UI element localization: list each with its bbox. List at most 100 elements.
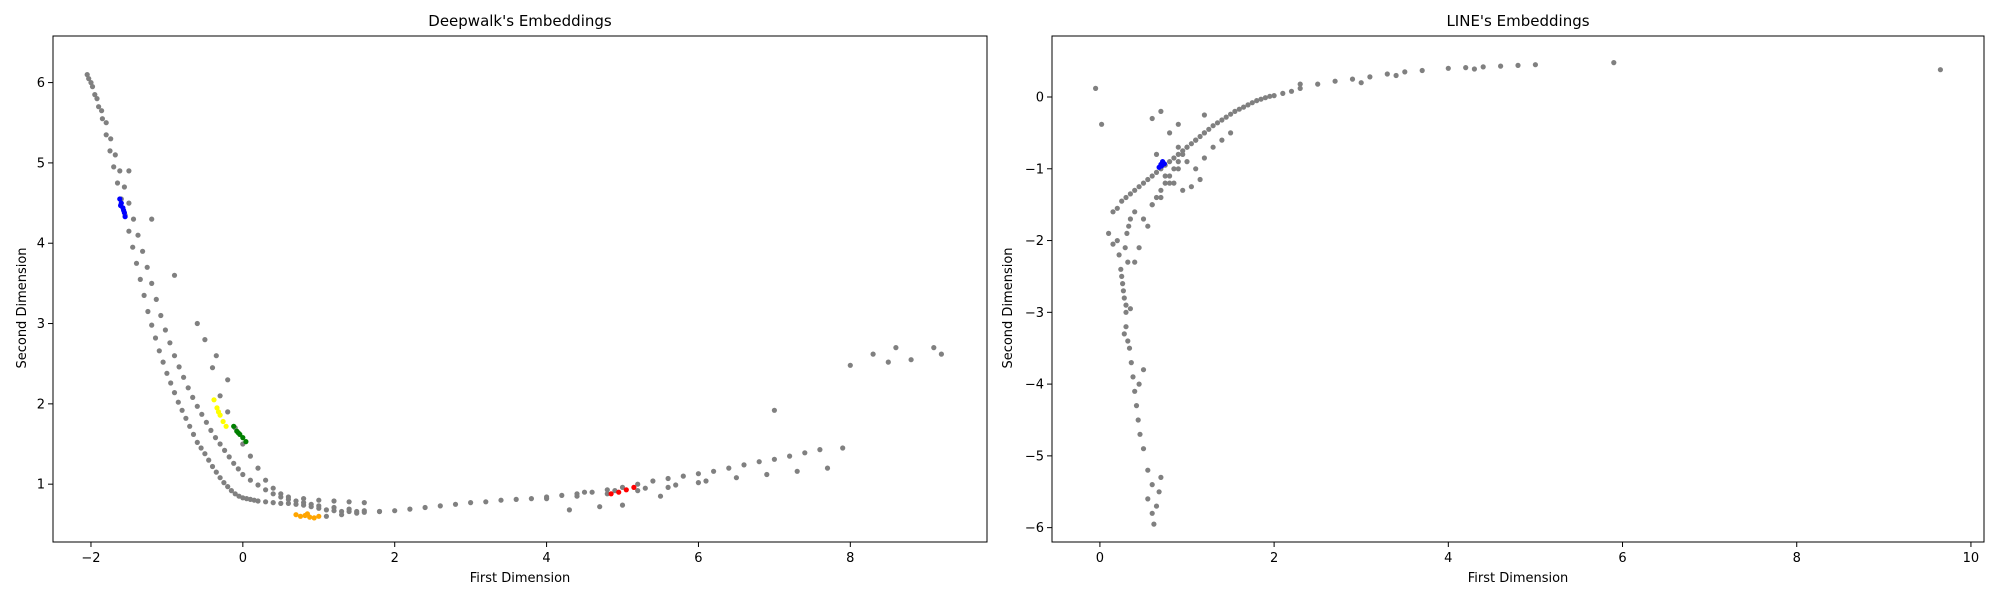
scatter-point: [908, 357, 914, 363]
scatter-point: [209, 463, 216, 470]
scatter-point: [1175, 159, 1181, 165]
y-tick-label: 6: [37, 76, 45, 91]
scatter-point: [99, 116, 105, 122]
scatter-point: [665, 484, 671, 490]
scatter-point: [787, 453, 793, 459]
deepwalk-plot: Deepwalk's Embeddings First Dimension Se…: [15, 12, 988, 586]
scatter-point: [126, 168, 132, 174]
scatter-point: [376, 508, 383, 515]
scatter-point: [217, 441, 223, 447]
scatter-point: [1153, 194, 1160, 201]
scatter-point: [1153, 503, 1160, 509]
x-tick-label: 0: [239, 551, 247, 566]
scatter-point: [604, 491, 610, 497]
scatter-point: [1236, 106, 1242, 112]
scatter-point: [631, 484, 637, 490]
scatter-point: [144, 264, 150, 270]
scatter-point: [1127, 306, 1133, 312]
scatter-point: [153, 296, 159, 302]
scatter-point: [840, 445, 846, 451]
scatter-point: [1149, 173, 1155, 179]
scatter-point: [217, 475, 223, 481]
scatter-point: [1145, 467, 1151, 473]
scatter-point: [206, 457, 212, 463]
scatter-point: [121, 207, 127, 213]
scatter-point: [126, 200, 132, 206]
scatter-point: [190, 431, 197, 437]
scatter-point: [650, 478, 656, 484]
scatter-point: [225, 377, 231, 383]
scatter-point: [1197, 176, 1203, 183]
scatter-point: [1126, 223, 1132, 229]
scatter-points: [84, 72, 945, 521]
scatter-point: [346, 506, 352, 512]
scatter-point: [1120, 281, 1126, 287]
scatter-point: [1118, 266, 1124, 272]
plot-frame: [52, 35, 988, 543]
scatter-point: [1125, 338, 1131, 344]
scatter-point: [285, 500, 291, 506]
x-tick-label: 2: [391, 551, 399, 566]
scatter-point: [1184, 159, 1190, 165]
y-tick-label: −4: [1025, 378, 1044, 393]
scatter-point: [107, 148, 113, 154]
scatter-point: [96, 104, 102, 110]
scatter-point: [673, 482, 679, 488]
scatter-point: [135, 232, 141, 238]
scatter-point: [214, 405, 220, 411]
scatter-point: [1193, 166, 1199, 172]
scatter-point: [1140, 216, 1147, 222]
scatter-point: [1393, 72, 1399, 79]
scatter-point: [263, 499, 269, 505]
scatter-point: [703, 478, 709, 484]
scatter-point: [1188, 184, 1194, 190]
scatter-point: [103, 120, 109, 126]
scatter-point: [133, 260, 140, 266]
scatter-point: [1099, 121, 1105, 127]
scatter-point: [1219, 117, 1225, 123]
y-axis-ticks: 0 −1 −2 −3 −4 −5 −6: [1025, 91, 1052, 536]
scatter-point: [1119, 273, 1125, 279]
scatter-point: [566, 507, 573, 513]
scatter-point: [1175, 151, 1181, 157]
scatter-point: [117, 168, 123, 174]
scatter-point: [1153, 151, 1160, 157]
scatter-point: [741, 462, 747, 468]
scatter-point: [938, 351, 945, 357]
scatter-point: [263, 487, 269, 493]
scatter-point: [1515, 62, 1521, 68]
x-tick-label: 4: [1444, 551, 1452, 566]
scatter-point: [604, 487, 610, 493]
scatter-point: [1140, 446, 1147, 452]
scatter-point: [176, 364, 182, 370]
scatter-point: [164, 370, 170, 376]
scatter-point: [1210, 123, 1216, 129]
scatter-point: [316, 503, 322, 509]
scatter-point: [156, 348, 162, 354]
scatter-point: [1167, 173, 1173, 179]
scatter-point: [1106, 230, 1112, 236]
scatter-point: [141, 292, 147, 298]
scatter-point: [203, 419, 209, 425]
scatter-point: [1140, 180, 1147, 186]
scatter-point: [316, 513, 322, 519]
scatter-points: [1093, 60, 1943, 527]
scatter-point: [1136, 184, 1142, 190]
scatter-point: [1445, 65, 1451, 71]
chart-title: Deepwalk's Embeddings: [428, 12, 612, 30]
scatter-point: [1271, 93, 1277, 99]
scatter-point: [221, 480, 227, 486]
scatter-point: [1153, 169, 1160, 175]
scatter-point: [158, 312, 164, 319]
scatter-point: [208, 427, 214, 433]
scatter-point: [1114, 205, 1120, 211]
scatter-point: [1175, 166, 1181, 172]
scatter-point: [1140, 367, 1147, 373]
scatter-point: [1463, 65, 1469, 71]
y-tick-label: 4: [37, 237, 45, 252]
scatter-point: [1167, 130, 1173, 136]
scatter-point: [209, 365, 216, 371]
scatter-point: [931, 345, 937, 351]
scatter-point: [711, 468, 717, 474]
scatter-point: [361, 500, 367, 506]
